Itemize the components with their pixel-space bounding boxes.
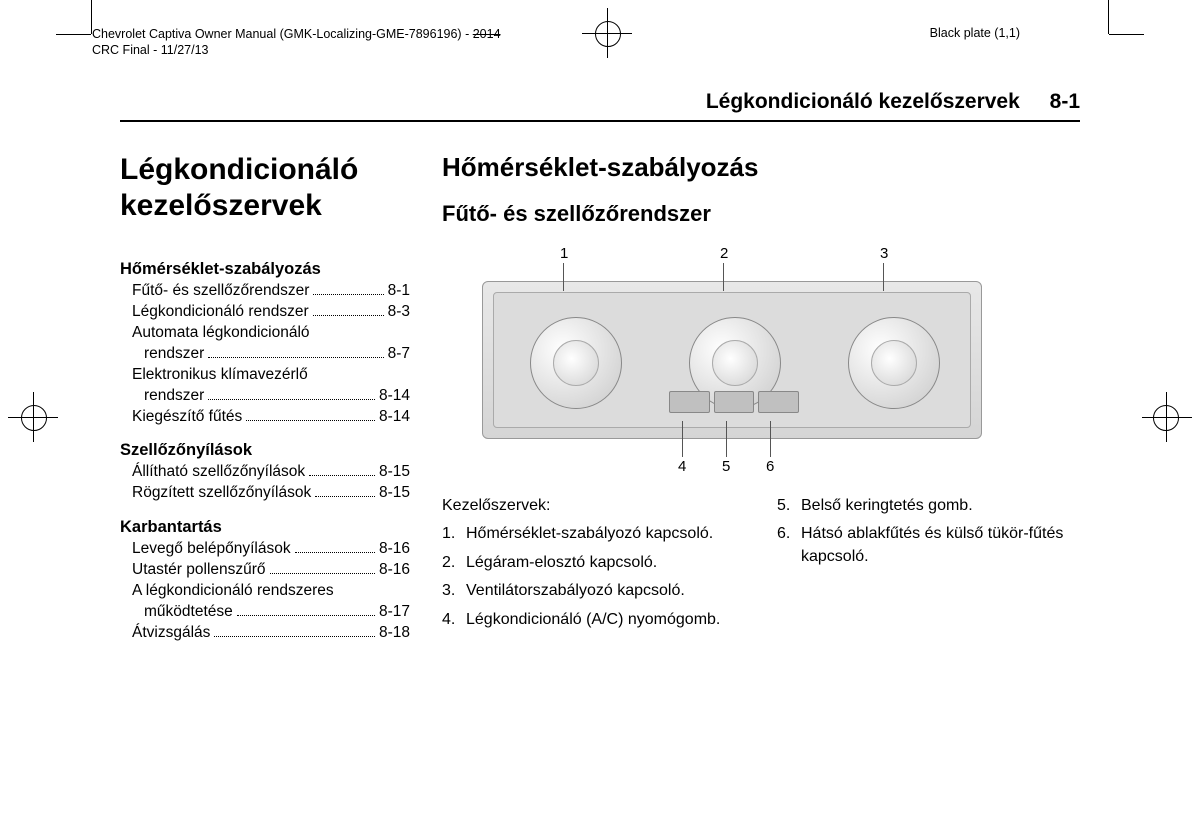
page-content: Légkondicionáló kezelőszervek 8-1 Légkon…: [120, 90, 1080, 800]
controls-list-left: Kezelőszervek: 1.Hőmérséklet-szabályozó …: [442, 495, 745, 637]
controls-intro: Kezelőszervek:: [442, 495, 745, 517]
chapter-title: Légkondicionáló kezelőszervek: [120, 152, 410, 224]
toc-section-3: Karbantartás: [120, 518, 410, 537]
dial-icon: [530, 317, 622, 409]
section-heading: Hőmérséklet-szabályozás: [442, 152, 1080, 183]
toc-section-2: Szellőzőnyílások: [120, 441, 410, 460]
controls-list-right: 5.Belső keringtetés gomb. 6.Hátsó ablakf…: [777, 495, 1080, 637]
running-head: Légkondicionáló kezelőszervek 8-1: [120, 90, 1080, 122]
toc-section-1: Hőmérséklet-szabályozás: [120, 260, 410, 279]
header-strike: 2014: [473, 27, 501, 41]
dial-icon: [848, 317, 940, 409]
button-row-icon: [669, 391, 799, 413]
print-header-right: Black plate (1,1): [930, 26, 1020, 40]
header-line1a: Chevrolet Captiva Owner Manual (GMK-Loca…: [92, 27, 473, 41]
print-header-left: Chevrolet Captiva Owner Manual (GMK-Loca…: [92, 26, 501, 59]
header-line2: CRC Final - 11/27/13: [92, 43, 209, 57]
control-panel-diagram: 1 2 3 4 5 6: [442, 245, 1022, 475]
subsection-heading: Fűtő- és szellőzőrendszer: [442, 201, 1080, 227]
content-column: Hőmérséklet-szabályozás Fűtő- és szellőz…: [442, 152, 1080, 644]
running-title: Légkondicionáló kezelőszervek: [706, 90, 1020, 113]
running-page: 8-1: [1050, 90, 1080, 113]
toc-column: Légkondicionáló kezelőszervek Hőmérsékle…: [120, 152, 410, 644]
